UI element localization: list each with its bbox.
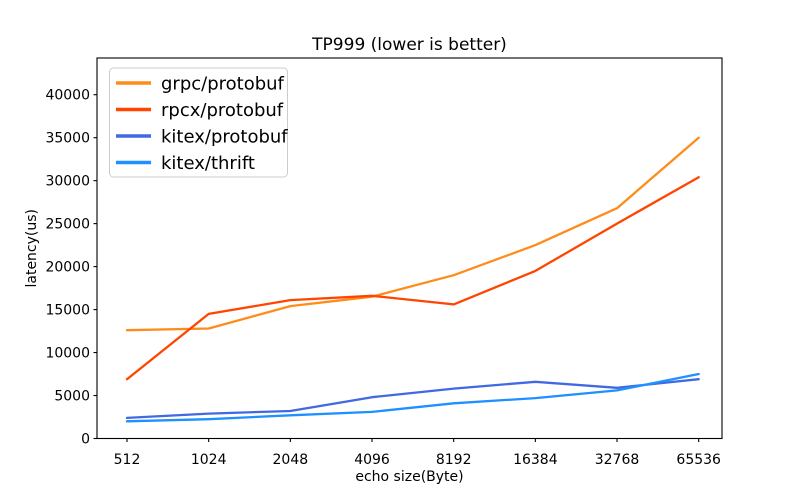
- x-tick-label: 16384: [513, 452, 558, 468]
- legend-label-kitex-thrift: kitex/thrift: [161, 153, 255, 174]
- legend-label-grpc-protobuf: grpc/protobuf: [161, 74, 285, 95]
- x-tick-label: 32768: [595, 452, 640, 468]
- x-ticks: 512 1024 2048 4096 8192 16384 32768 65536: [114, 438, 721, 468]
- x-tick-label: 512: [114, 452, 141, 468]
- y-tick-label: 15000: [45, 303, 90, 319]
- y-tick-label: 40000: [45, 88, 90, 104]
- x-tick-label: 8192: [436, 452, 472, 468]
- y-tick-label: 25000: [45, 217, 90, 233]
- y-tick-label: 30000: [45, 174, 90, 190]
- series-line-kitex-thrift: [125, 372, 700, 423]
- y-tick-label: 0: [81, 432, 90, 448]
- chart-title: TP999 (lower is better): [311, 35, 507, 55]
- y-tick-label: 35000: [45, 131, 90, 147]
- y-tick-label: 10000: [45, 346, 90, 362]
- x-tick-label: 2048: [273, 452, 309, 468]
- x-tick-label: 1024: [191, 452, 227, 468]
- y-tick-label: 5000: [54, 389, 90, 405]
- x-tick-label: 65536: [676, 452, 721, 468]
- y-tick-label: 20000: [45, 260, 90, 276]
- series-line-kitex-protobuf: [125, 378, 700, 420]
- x-tick-label: 4096: [354, 452, 390, 468]
- y-ticks: 0 5000 10000 15000 20000 25000 30000 35000 40000: [45, 88, 97, 448]
- legend: grpc/protobuf rpcx/protobuf kitex/protobuf…: [109, 67, 288, 178]
- series-lines: [125, 136, 700, 423]
- legend-label-kitex-protobuf: kitex/protobuf: [161, 127, 288, 148]
- plot-border: [96, 57, 723, 440]
- series-line-rpcx-protobuf: [125, 176, 700, 381]
- legend-box: [109, 67, 288, 178]
- series-line-grpc-protobuf: [125, 136, 700, 332]
- y-axis-label: latency(us): [24, 209, 40, 288]
- x-axis-label: echo size(Byte): [355, 469, 463, 485]
- legend-label-rpcx-protobuf: rpcx/protobuf: [161, 100, 284, 121]
